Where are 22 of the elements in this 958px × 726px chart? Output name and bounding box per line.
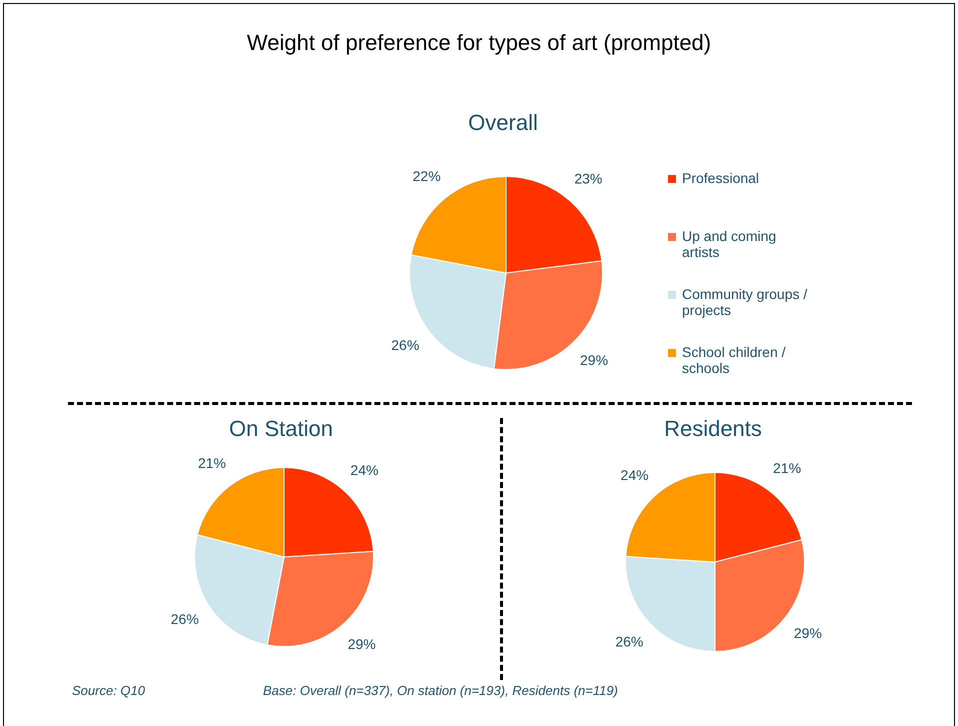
data-label: 29% bbox=[794, 624, 822, 641]
data-label: 26% bbox=[391, 337, 420, 354]
source-note: Source: Q10 bbox=[72, 683, 145, 698]
text: Base: Overall (n=337), On station (n=193), Residents (n=119) bbox=[263, 683, 618, 698]
data-label: 21% bbox=[773, 460, 802, 476]
data-label: 23% bbox=[574, 170, 602, 186]
data-label: 26% bbox=[170, 610, 199, 627]
data-label: 24% bbox=[620, 467, 649, 484]
legend-label: School children / schools bbox=[682, 344, 787, 376]
chart-subtitle: On Station bbox=[228, 416, 334, 442]
chart-title: Weight of preference for types of art (prompted) bbox=[246, 30, 712, 56]
data-label: 26% bbox=[615, 633, 644, 650]
data-label: 29% bbox=[348, 636, 376, 652]
legend-label: Community groups / projects bbox=[682, 286, 808, 318]
data-label: 22% bbox=[412, 168, 441, 184]
data-label: 24% bbox=[350, 462, 378, 478]
data-label: 21% bbox=[198, 455, 226, 472]
legend-label: Professional bbox=[682, 170, 760, 186]
chart-subtitle: Overall bbox=[467, 110, 539, 136]
chart-subtitle: Residents bbox=[663, 416, 763, 442]
legend-label: Up and coming artists bbox=[682, 228, 778, 260]
data-label: 29% bbox=[580, 352, 608, 368]
